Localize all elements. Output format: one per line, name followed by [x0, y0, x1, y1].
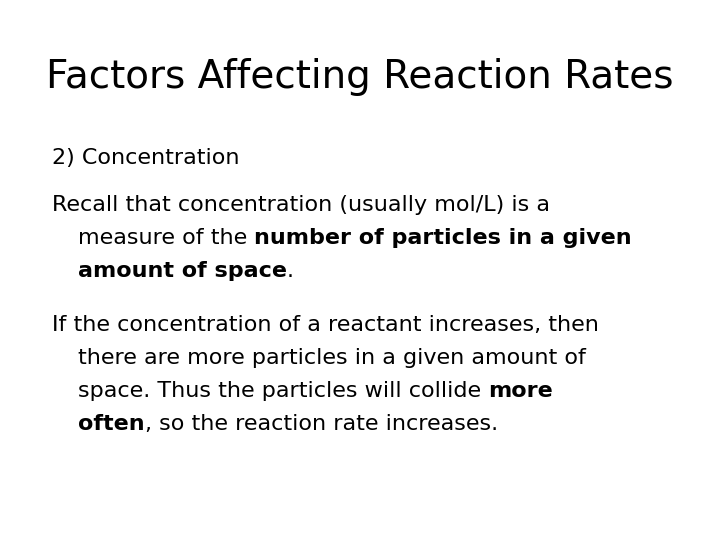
Text: Factors Affecting Reaction Rates: Factors Affecting Reaction Rates [46, 58, 674, 96]
Text: measure of the: measure of the [78, 228, 254, 248]
Text: If the concentration of a reactant increases, then: If the concentration of a reactant incre… [52, 315, 599, 335]
Text: , so the reaction rate increases.: , so the reaction rate increases. [145, 414, 498, 434]
Text: amount of space: amount of space [78, 261, 287, 281]
Text: .: . [287, 261, 294, 281]
Text: space. Thus the particles will collide: space. Thus the particles will collide [78, 381, 488, 401]
Text: Recall that concentration (usually mol/L) is a: Recall that concentration (usually mol/L… [52, 195, 550, 215]
Text: often: often [78, 414, 145, 434]
Text: there are more particles in a given amount of: there are more particles in a given amou… [78, 348, 586, 368]
Text: 2) Concentration: 2) Concentration [52, 148, 240, 168]
Text: number of particles in a given: number of particles in a given [254, 228, 632, 248]
Text: more: more [488, 381, 553, 401]
